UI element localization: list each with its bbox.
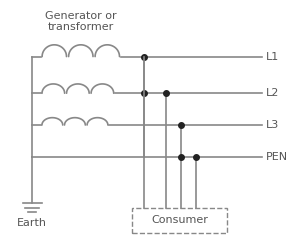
Text: Consumer: Consumer (151, 215, 208, 225)
Bar (132, 208, 226, 233)
Text: PEN: PEN (266, 152, 288, 162)
Text: L1: L1 (266, 52, 280, 62)
Text: L2: L2 (266, 88, 280, 98)
Text: L3: L3 (266, 120, 280, 130)
Text: Generator or
transformer: Generator or transformer (45, 10, 117, 32)
Text: Earth: Earth (17, 218, 47, 228)
